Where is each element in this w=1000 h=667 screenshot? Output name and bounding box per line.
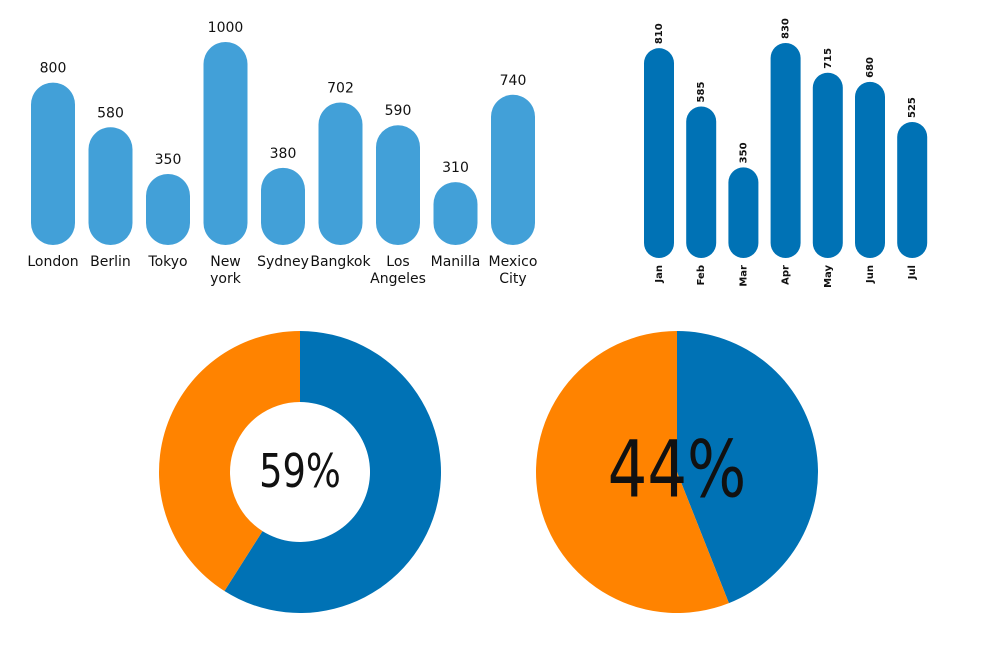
value-label: 830 xyxy=(781,18,792,39)
category-label: Mexico City xyxy=(489,254,538,287)
value-label: 380 xyxy=(270,146,297,162)
bar xyxy=(376,125,420,245)
bar xyxy=(318,102,363,245)
pie-slice xyxy=(677,331,818,604)
value-label: 680 xyxy=(865,57,876,78)
category-label: New york xyxy=(210,254,242,287)
center-label: 59% xyxy=(259,444,341,498)
bar xyxy=(88,127,133,245)
value-label: 350 xyxy=(738,142,749,163)
category-label: Manilla xyxy=(431,254,481,270)
value-label: 1000 xyxy=(208,20,244,36)
category-label: Bangkok xyxy=(310,254,371,270)
bar xyxy=(203,42,248,245)
category-label: Los Angeles xyxy=(370,254,426,287)
bar xyxy=(855,81,885,258)
bar xyxy=(812,72,843,258)
value-label: 525 xyxy=(907,97,918,118)
category-label: London xyxy=(27,254,78,270)
value-label: 350 xyxy=(155,152,182,168)
category-label: Feb xyxy=(696,265,707,285)
value-label: 580 xyxy=(97,105,124,121)
bar xyxy=(433,182,478,245)
bar xyxy=(261,167,305,245)
bar xyxy=(686,106,717,258)
value-label: 310 xyxy=(442,160,469,176)
value-label: 590 xyxy=(385,103,412,119)
category-label: Jun xyxy=(865,265,876,284)
category-label: Sydney xyxy=(257,254,309,270)
bar xyxy=(31,82,75,245)
category-label: Jan xyxy=(654,265,665,284)
value-label: 702 xyxy=(327,80,354,96)
category-label: Jul xyxy=(907,265,918,280)
bar xyxy=(728,167,759,258)
center-label: 44% xyxy=(608,424,747,516)
bar xyxy=(897,122,928,258)
value-label: 585 xyxy=(696,82,707,103)
pie-slice xyxy=(159,331,300,592)
value-label: 800 xyxy=(40,61,67,77)
value-label: 715 xyxy=(823,48,834,69)
pie-slice xyxy=(224,331,442,613)
bar xyxy=(770,43,801,258)
category-label: Mar xyxy=(738,265,749,287)
category-label: Tokyo xyxy=(147,254,187,270)
category-label: Berlin xyxy=(90,254,131,270)
value-label: 810 xyxy=(654,23,665,44)
pie-slice xyxy=(535,331,729,614)
bar xyxy=(146,173,190,245)
value-label: 740 xyxy=(500,73,527,89)
bar xyxy=(644,48,674,258)
category-label: Apr xyxy=(781,265,792,285)
category-label: May xyxy=(823,265,834,288)
bar xyxy=(491,94,535,245)
